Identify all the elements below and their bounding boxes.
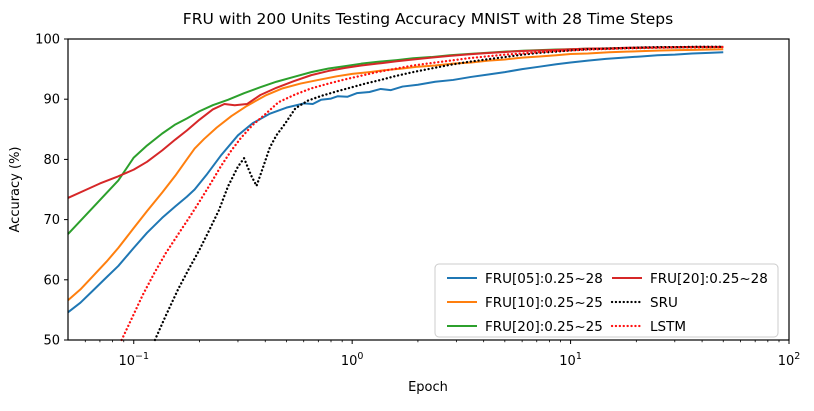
series-line-1 (67, 48, 724, 302)
legend-label-3: FRU[20]:0.25~28 (650, 271, 768, 287)
series-line-0 (67, 51, 724, 314)
series-line-5 (120, 45, 725, 342)
y-tick-label: 70 (43, 213, 60, 228)
y-tick-label: 100 (35, 33, 60, 48)
y-tick-label: 60 (43, 273, 60, 288)
legend-label-2: FRU[20]:0.25~25 (485, 319, 603, 335)
y-tick-label: 80 (43, 153, 60, 168)
chart-title: FRU with 200 Units Testing Accuracy MNIS… (183, 10, 673, 28)
legend-label-4: SRU (650, 295, 678, 311)
series-line-2 (67, 45, 724, 235)
plot-border (67, 38, 790, 341)
legend-label-5: LSTM (650, 319, 686, 335)
y-axis-label: Accuracy (%) (8, 147, 23, 233)
series-line-3 (67, 45, 724, 199)
y-tick-label: 90 (43, 93, 60, 108)
x-tick-label: 100 (341, 351, 364, 369)
x-tick-label: 102 (778, 351, 801, 369)
x-tick-label: 101 (559, 351, 582, 369)
y-tick-label: 50 (43, 334, 60, 349)
legend-label-1: FRU[10]:0.25~25 (485, 295, 603, 311)
legend-label-0: FRU[05]:0.25~28 (485, 271, 603, 287)
x-tick-label: 10−1 (118, 351, 149, 369)
legend-box (434, 263, 779, 338)
x-axis-label: Epoch (408, 380, 448, 395)
